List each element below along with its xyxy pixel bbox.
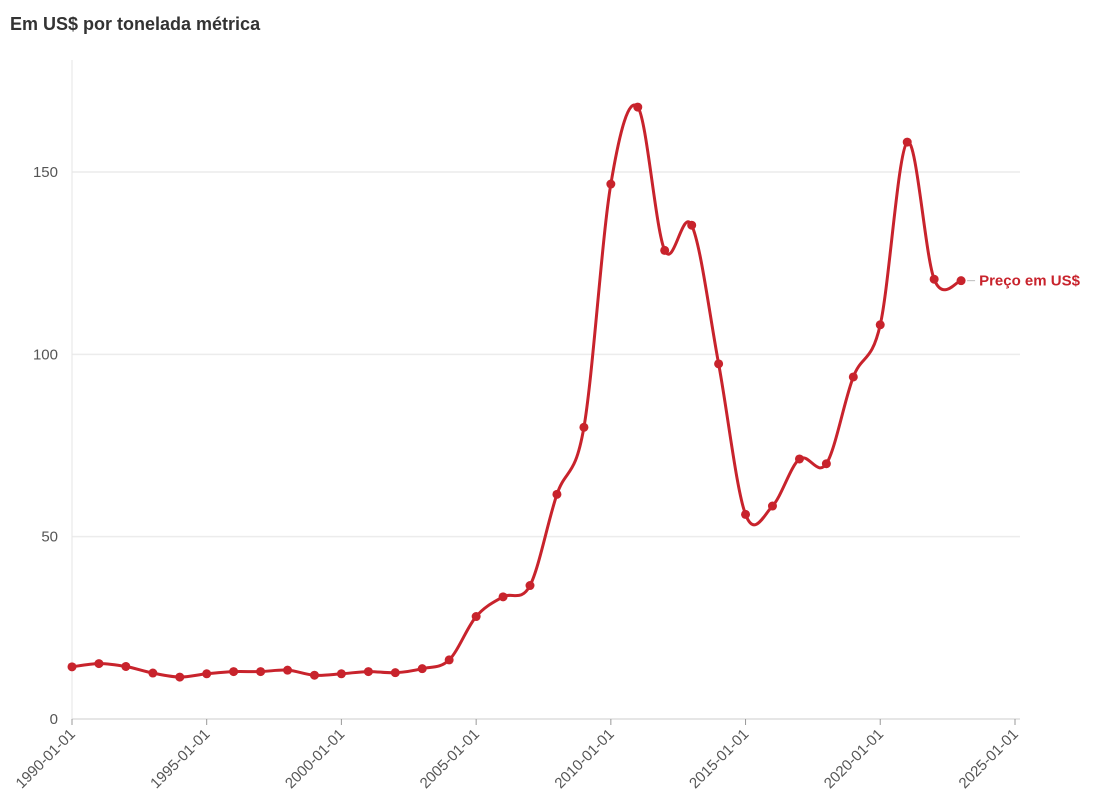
grid-lines: [71, 60, 1020, 719]
data-point: [336, 669, 346, 679]
series-layer: Preço em US$: [67, 102, 1081, 682]
data-point: [875, 320, 885, 330]
y-axis: 0 50 100 150: [33, 164, 58, 728]
data-point: [148, 668, 158, 678]
data-point: [417, 664, 427, 674]
data-point: [741, 509, 751, 519]
data-point: [606, 179, 616, 189]
y-tick-label: 0: [50, 711, 58, 728]
data-point: [633, 102, 643, 112]
data-point: [714, 359, 724, 369]
y-tick-label: 100: [33, 346, 58, 363]
data-point: [363, 667, 373, 677]
x-tick-label: 2005-01-01: [417, 726, 483, 792]
x-axis-labels: 1990-01-01 1995-01-01 2000-01-01 2005-01-01…: [13, 726, 1022, 792]
x-tick-label: 2015-01-01: [686, 726, 752, 792]
x-tick-label: 2025-01-01: [956, 726, 1022, 792]
data-point: [283, 665, 293, 675]
x-tick-label: 2020-01-01: [821, 726, 887, 792]
data-point: [390, 668, 400, 678]
data-point: [444, 655, 454, 665]
data-point: [498, 592, 508, 602]
x-tick-label: 2010-01-01: [551, 726, 617, 792]
data-point: [821, 459, 831, 469]
data-point: [67, 662, 77, 672]
chart-title: Em US$ por tonelada métrica: [10, 14, 261, 34]
data-point: [767, 501, 777, 511]
data-point: [175, 672, 185, 682]
data-point: [121, 661, 131, 671]
x-tick-label: 1995-01-01: [147, 726, 213, 792]
series-line: [71, 103, 962, 679]
x-tick-label: 1990-01-01: [13, 726, 79, 792]
x-axis: [71, 718, 1020, 725]
data-point: [309, 670, 319, 680]
data-point: [929, 274, 939, 284]
data-point: [471, 612, 481, 622]
data-point: [579, 422, 589, 432]
series-label: Preço em US$: [979, 273, 1081, 290]
x-tick-label: 2000-01-01: [282, 726, 348, 792]
data-point: [552, 489, 562, 499]
data-point: [94, 659, 104, 669]
data-point: [202, 669, 212, 679]
data-point: [848, 372, 858, 382]
data-point: [956, 276, 966, 286]
data-point: [256, 667, 266, 677]
data-point: [902, 137, 912, 147]
data-point: [525, 581, 535, 591]
data-point: [660, 245, 670, 255]
data-point: [687, 220, 697, 230]
data-point: [229, 667, 239, 677]
y-tick-label: 150: [33, 164, 58, 181]
data-point: [794, 454, 804, 464]
y-tick-label: 50: [41, 529, 58, 546]
